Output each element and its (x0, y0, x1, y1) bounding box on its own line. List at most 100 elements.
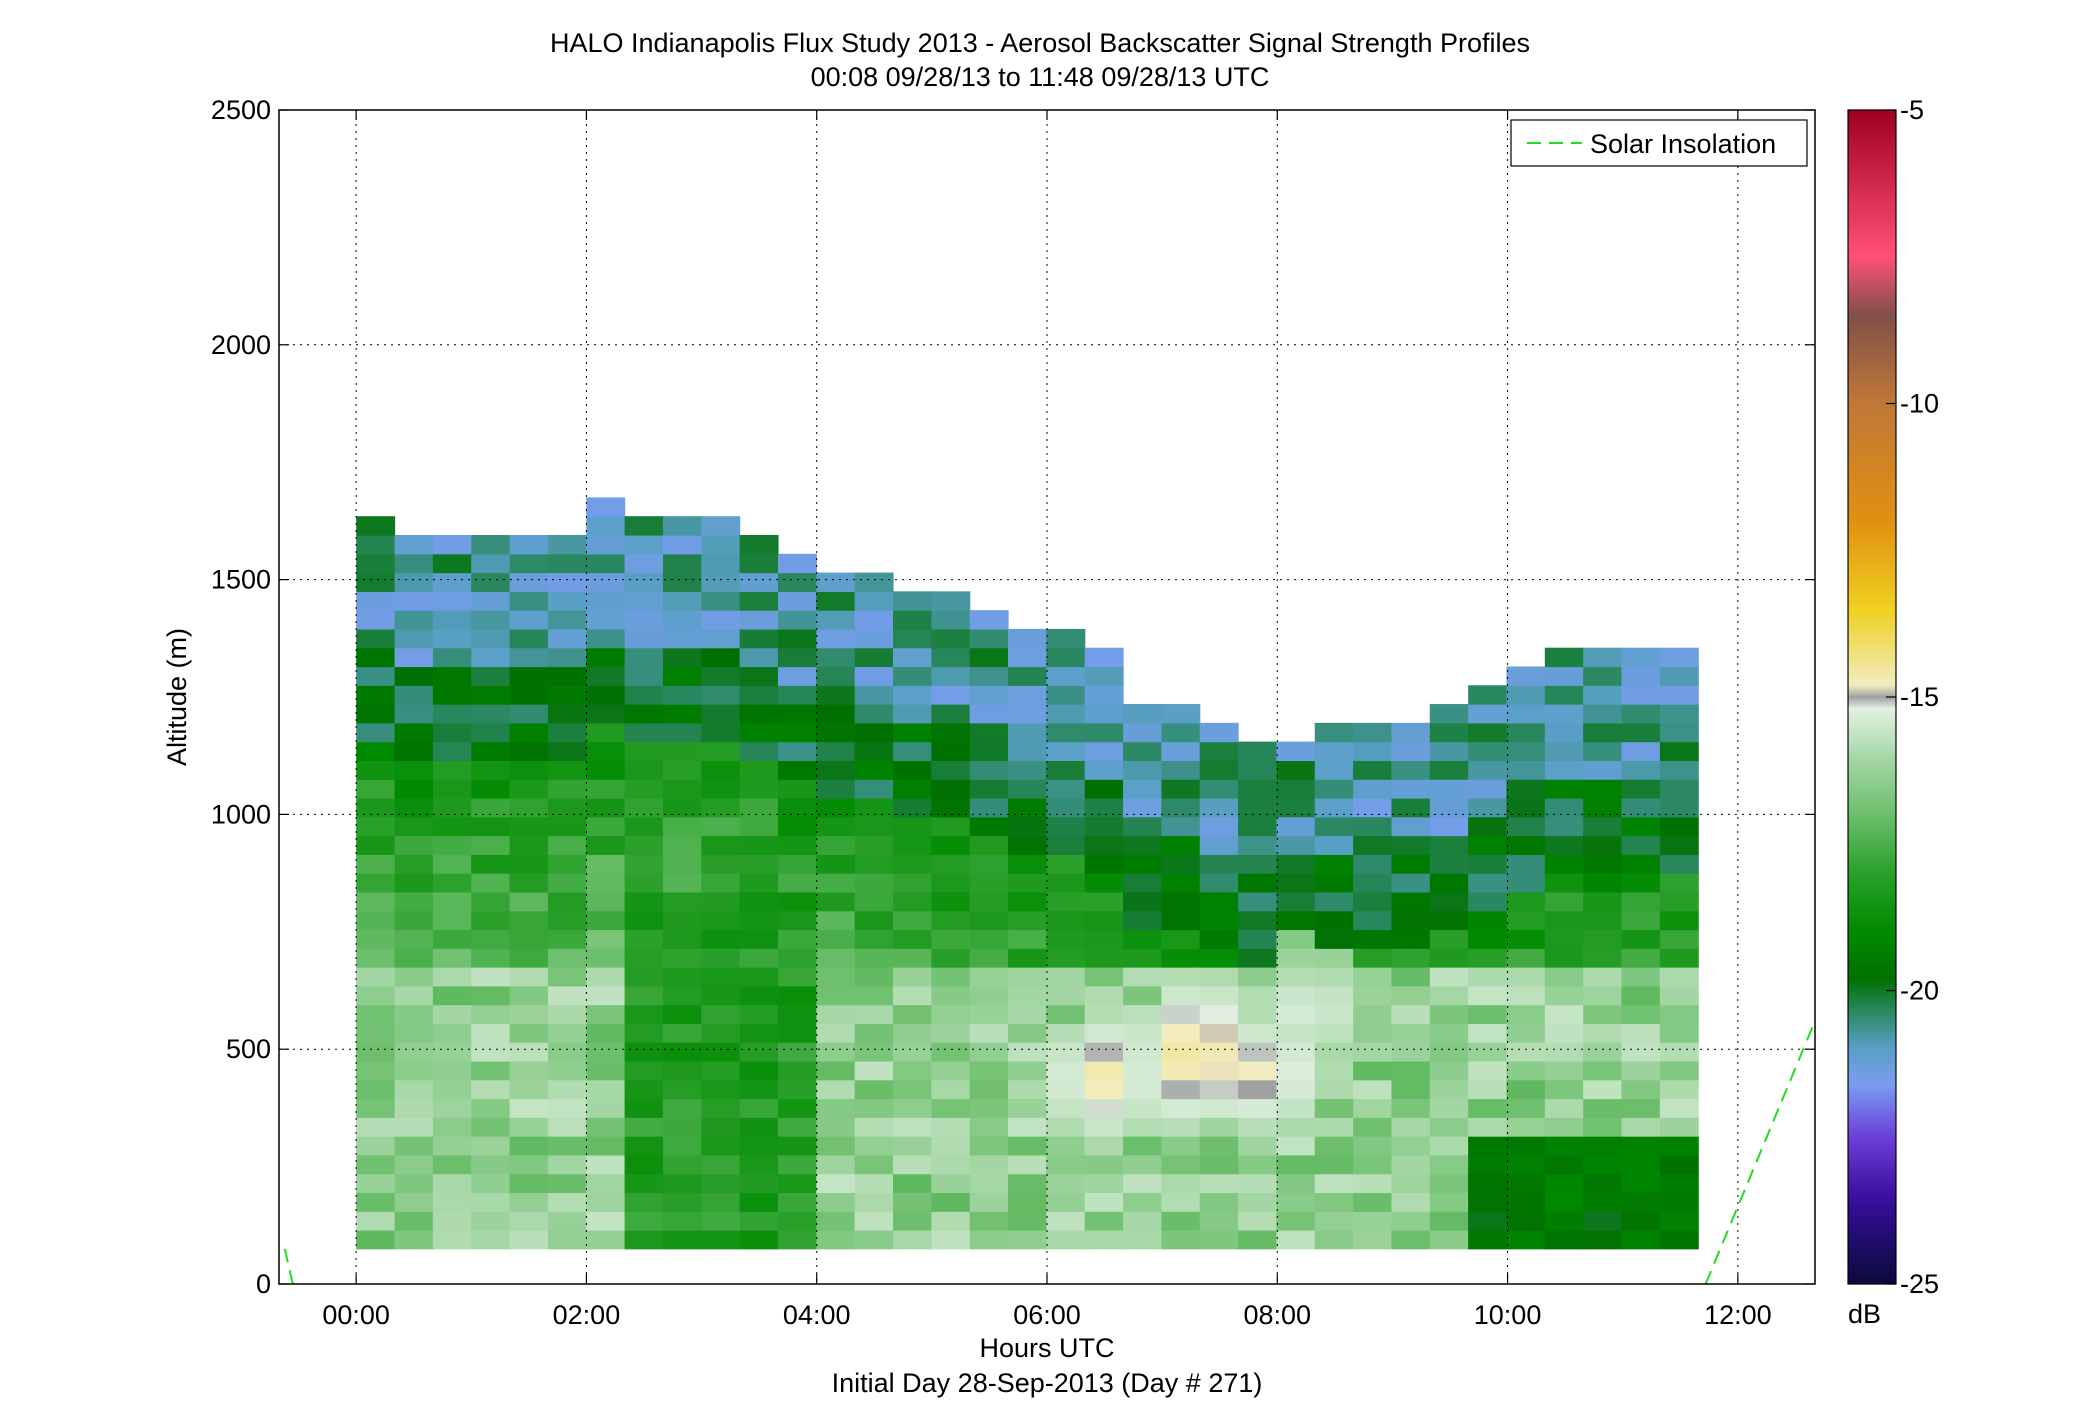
heatmap-cell (356, 985, 396, 1006)
heatmap-cell (1506, 854, 1546, 874)
heatmap-cell (739, 1023, 779, 1043)
heatmap-cell (816, 1229, 856, 1250)
heatmap-cell (1161, 1173, 1201, 1194)
heatmap-cell (509, 779, 549, 799)
heatmap-cell (1161, 704, 1201, 724)
heatmap-cell (1314, 891, 1354, 912)
heatmap-cell (1583, 1173, 1623, 1194)
heatmap-cell (701, 1229, 741, 1250)
heatmap-cell (1008, 1173, 1047, 1194)
heatmap-cell (969, 760, 1009, 780)
heatmap-cell (662, 1004, 702, 1024)
heatmap-cell (1314, 910, 1354, 931)
heatmap-cell (1391, 929, 1431, 949)
heatmap-cell (624, 929, 664, 949)
heatmap-cell (777, 685, 817, 705)
heatmap-cell (547, 704, 587, 724)
heatmap-cell (509, 534, 549, 555)
heatmap-cell (432, 779, 472, 799)
heatmap-cell (854, 948, 894, 968)
heatmap-cell (1084, 985, 1124, 1006)
heatmap-cell (892, 704, 932, 724)
heatmap-cell (1008, 1229, 1047, 1250)
heatmap-cell (739, 722, 779, 743)
heatmap-cell (1199, 910, 1239, 931)
heatmap-cell (432, 854, 472, 874)
heatmap-cell (1353, 1229, 1393, 1250)
heatmap-cell (701, 647, 741, 668)
heatmap-cell (931, 685, 971, 705)
heatmap-cell (777, 1004, 817, 1024)
heatmap-cell (1084, 929, 1124, 949)
heatmap-cell (816, 797, 856, 818)
heatmap-cell (854, 1079, 894, 1100)
y-tick-label: 2500 (211, 95, 271, 125)
heatmap-cell (739, 534, 779, 555)
heatmap-cell (931, 591, 971, 611)
heatmap-cell (1161, 891, 1201, 912)
heatmap-cell (854, 1004, 894, 1024)
heatmap-cell (969, 891, 1009, 912)
heatmap-cell (1506, 1173, 1546, 1194)
heatmap-cell (854, 1173, 894, 1194)
heatmap-cell (854, 929, 894, 949)
heatmap-cell (777, 816, 817, 837)
heatmap-cell (1468, 929, 1508, 949)
heatmap-cell (1123, 1060, 1162, 1081)
heatmap-cell (356, 797, 396, 818)
heatmap-cell (1046, 929, 1086, 949)
heatmap-cell (394, 1042, 434, 1062)
heatmap-cell (586, 910, 626, 931)
heatmap-cell (662, 985, 702, 1006)
heatmap-cell (739, 873, 779, 893)
heatmap-cell (1353, 722, 1393, 743)
heatmap-cell (1008, 647, 1047, 668)
heatmap-cell (471, 553, 511, 574)
heatmap-cell (931, 1229, 971, 1250)
heatmap-cell (1314, 1023, 1354, 1043)
heatmap-cell (777, 779, 817, 799)
heatmap-cell (509, 1023, 549, 1043)
heatmap-cell (394, 760, 434, 780)
heatmap-cell (1621, 985, 1661, 1006)
heatmap-cell (1161, 1117, 1201, 1137)
heatmap-cell (394, 1192, 434, 1212)
heatmap-cell (816, 647, 856, 668)
heatmap-cell (1353, 854, 1393, 874)
colorbar-tick-label: -25 (1900, 1269, 1939, 1299)
heatmap-cell (1583, 722, 1623, 743)
heatmap-cell (739, 967, 779, 987)
heatmap-cell (1391, 1079, 1431, 1100)
heatmap-cell (471, 1042, 511, 1062)
heatmap-cell (892, 610, 932, 630)
heatmap-cell (356, 967, 396, 987)
heatmap-cell (662, 572, 702, 592)
heatmap-cell (1544, 685, 1584, 705)
heatmap-cell (356, 816, 396, 837)
heatmap-cell (701, 1023, 741, 1043)
heatmap-cell (586, 1136, 626, 1156)
heatmap-cell (547, 741, 587, 761)
heatmap-cell (1276, 948, 1316, 968)
heatmap-cell (394, 704, 434, 724)
heatmap-cell (1161, 1042, 1201, 1062)
heatmap-cell (394, 1229, 434, 1250)
heatmap-cell (432, 1117, 472, 1137)
heatmap-cell (624, 722, 664, 743)
heatmap-cell (1084, 1192, 1124, 1212)
heatmap-cell (394, 722, 434, 743)
heatmap-cell (1123, 779, 1162, 799)
heatmap-cell (547, 779, 587, 799)
heatmap-cell (586, 628, 626, 649)
heatmap-cell (701, 1042, 741, 1062)
heatmap-cell (1238, 741, 1278, 761)
heatmap-cell (662, 967, 702, 987)
heatmap-cell (1084, 835, 1124, 855)
heatmap-cell (1123, 929, 1162, 949)
heatmap-cell (969, 816, 1009, 837)
heatmap-cell (816, 1060, 856, 1081)
heatmap-cell (356, 647, 396, 668)
heatmap-cell (394, 1098, 434, 1118)
heatmap-cell (547, 1079, 587, 1100)
heatmap-cell (816, 910, 856, 931)
